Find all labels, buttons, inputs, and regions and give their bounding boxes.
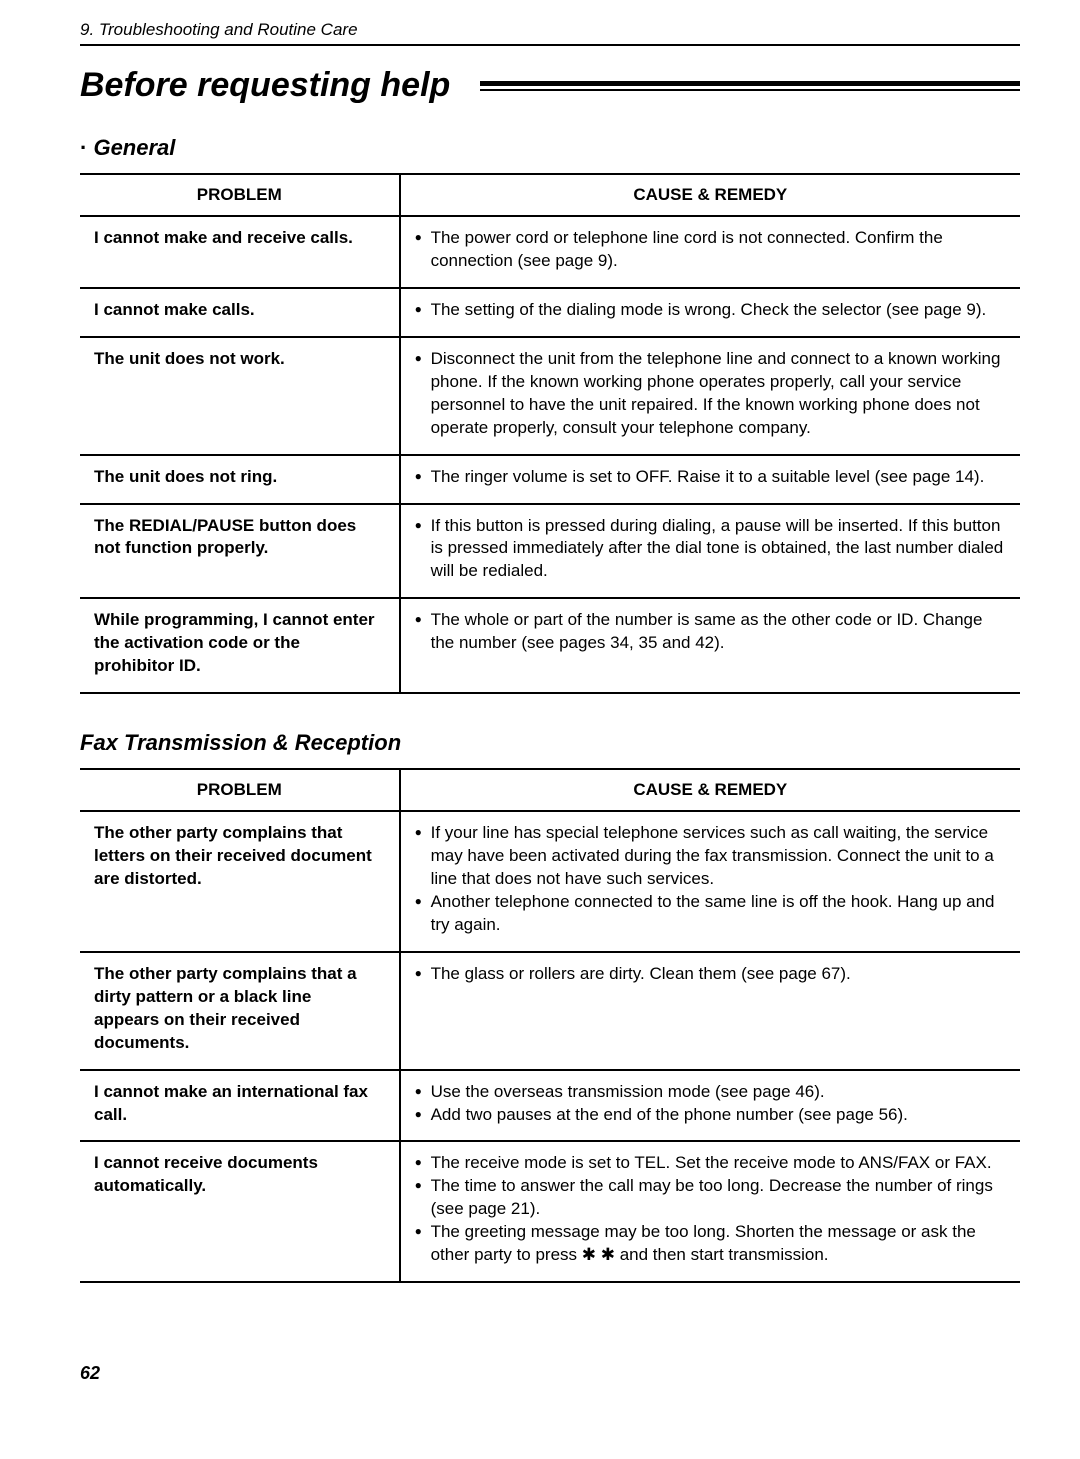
problem-cell: The REDIAL/PAUSE button does not functio… bbox=[80, 504, 400, 599]
remedy-cell: The receive mode is set to TEL. Set the … bbox=[400, 1141, 1020, 1282]
title-decoration bbox=[480, 81, 1020, 91]
remedy-item: If this button is pressed during dialing… bbox=[415, 515, 1006, 584]
remedy-cell: Disconnect the unit from the telephone l… bbox=[400, 337, 1020, 455]
remedy-cell: The power cord or telephone line cord is… bbox=[400, 216, 1020, 288]
table-row: I cannot make and receive calls. The powe… bbox=[80, 216, 1020, 288]
remedy-item: If your line has special telephone servi… bbox=[415, 822, 1006, 891]
problem-cell: I cannot make an international fax call. bbox=[80, 1070, 400, 1142]
remedy-cell: The whole or part of the number is same … bbox=[400, 598, 1020, 693]
col-header-problem: PROBLEM bbox=[80, 174, 400, 216]
problem-cell: The other party complains that letters o… bbox=[80, 811, 400, 952]
table-row: I cannot make an international fax call.… bbox=[80, 1070, 1020, 1142]
table-row: I cannot make calls. The setting of the d… bbox=[80, 288, 1020, 337]
table-row: The other party complains that a dirty p… bbox=[80, 952, 1020, 1070]
remedy-cell: If this button is pressed during dialing… bbox=[400, 504, 1020, 599]
problem-cell: While programming, I cannot enter the ac… bbox=[80, 598, 400, 693]
problem-cell: The unit does not ring. bbox=[80, 455, 400, 504]
table-row: While programming, I cannot enter the ac… bbox=[80, 598, 1020, 693]
remedy-item: Another telephone connected to the same … bbox=[415, 891, 1006, 937]
remedy-item: Disconnect the unit from the telephone l… bbox=[415, 348, 1006, 440]
problem-cell: I cannot make calls. bbox=[80, 288, 400, 337]
table-row: The REDIAL/PAUSE button does not functio… bbox=[80, 504, 1020, 599]
remedy-item: The power cord or telephone line cord is… bbox=[415, 227, 1006, 273]
remedy-item: The ringer volume is set to OFF. Raise i… bbox=[415, 466, 1006, 489]
table-row: I cannot receive documents automatically… bbox=[80, 1141, 1020, 1282]
remedy-item: The time to answer the call may be too l… bbox=[415, 1175, 1006, 1221]
col-header-remedy: CAUSE & REMEDY bbox=[400, 769, 1020, 811]
col-header-remedy: CAUSE & REMEDY bbox=[400, 174, 1020, 216]
remedy-cell: If your line has special telephone servi… bbox=[400, 811, 1020, 952]
table-row: The unit does not ring. The ringer volume… bbox=[80, 455, 1020, 504]
remedy-cell: The setting of the dialing mode is wrong… bbox=[400, 288, 1020, 337]
remedy-item: The glass or rollers are dirty. Clean th… bbox=[415, 963, 1006, 986]
title-row: Before requesting help bbox=[80, 66, 1020, 105]
remedy-item: The setting of the dialing mode is wrong… bbox=[415, 299, 1006, 322]
section-title: Fax Transmission & Reception bbox=[80, 730, 1020, 756]
remedy-item: Add two pauses at the end of the phone n… bbox=[415, 1104, 1006, 1127]
troubleshooting-table: PROBLEMCAUSE & REMEDYThe other party com… bbox=[80, 768, 1020, 1283]
table-row: The unit does not work.Disconnect the un… bbox=[80, 337, 1020, 455]
troubleshooting-table: PROBLEMCAUSE & REMEDYI cannot make and r… bbox=[80, 173, 1020, 694]
col-header-problem: PROBLEM bbox=[80, 769, 400, 811]
remedy-item: The greeting message may be too long. Sh… bbox=[415, 1221, 1006, 1267]
remedy-item: The whole or part of the number is same … bbox=[415, 609, 1006, 655]
remedy-cell: The glass or rollers are dirty. Clean th… bbox=[400, 952, 1020, 1070]
page-title: Before requesting help bbox=[80, 66, 450, 105]
table-row: The other party complains that letters o… bbox=[80, 811, 1020, 952]
remedy-item: Use the overseas transmission mode (see … bbox=[415, 1081, 1006, 1104]
section-title: General bbox=[80, 135, 1020, 161]
remedy-cell: Use the overseas transmission mode (see … bbox=[400, 1070, 1020, 1142]
chapter-header: 9. Troubleshooting and Routine Care bbox=[80, 20, 1020, 46]
problem-cell: I cannot receive documents automatically… bbox=[80, 1141, 400, 1282]
remedy-item: The receive mode is set to TEL. Set the … bbox=[415, 1152, 1006, 1175]
problem-cell: The unit does not work. bbox=[80, 337, 400, 455]
problem-cell: The other party complains that a dirty p… bbox=[80, 952, 400, 1070]
page-number: 62 bbox=[80, 1363, 1020, 1384]
remedy-cell: The ringer volume is set to OFF. Raise i… bbox=[400, 455, 1020, 504]
problem-cell: I cannot make and receive calls. bbox=[80, 216, 400, 288]
